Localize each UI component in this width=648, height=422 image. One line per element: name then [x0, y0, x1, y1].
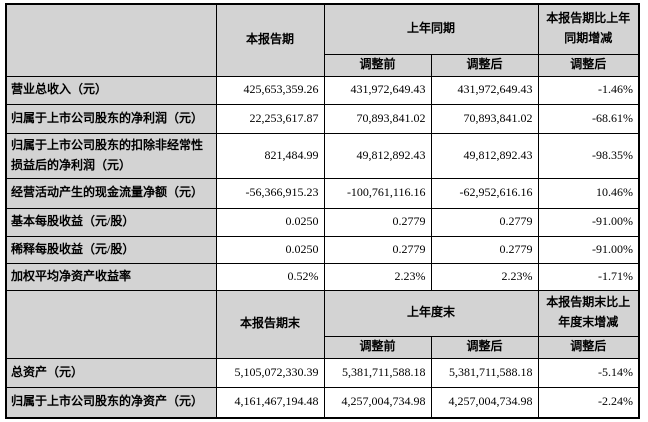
subheader-after-adjust: 调整后 [430, 335, 539, 359]
value-current: 821,484.99 [215, 132, 325, 179]
value-current: 425,653,359.26 [215, 75, 325, 105]
value-change: -1.46% [537, 75, 640, 105]
subheader-change-after-adjust: 调整后 [537, 335, 640, 359]
value-current: 5,105,072,330.39 [215, 357, 325, 388]
value-current: 0.52% [215, 262, 325, 291]
value-before-adjust: 0.2779 [323, 207, 432, 237]
value-before-adjust: 5,381,711,588.18 [323, 357, 432, 388]
header-yearend-change-group: 本报告期末比上年度末增减 [537, 289, 640, 337]
value-after-adjust: 0.2779 [430, 235, 539, 264]
value-after-adjust: 431,972,649.43 [430, 75, 539, 105]
value-current: 0.0250 [215, 235, 325, 264]
corner-cell [5, 289, 217, 359]
row-label: 经营活动产生的现金流量净额（元） [5, 177, 217, 209]
corner-cell [5, 3, 217, 77]
row-label: 营业总收入（元） [5, 75, 217, 105]
value-change: -1.71% [537, 262, 640, 291]
value-change: -5.14% [537, 357, 640, 388]
table-row-total-assets: 总资产（元） 5,105,072,330.39 5,381,711,588.18… [5, 357, 640, 388]
table-row-basic-eps: 基本每股收益（元/股） 0.0250 0.2779 0.2779 -91.00% [5, 207, 640, 237]
row-label: 加权平均净资产收益率 [5, 262, 217, 291]
value-change: -98.35% [537, 132, 640, 179]
row-label: 稀释每股收益（元/股） [5, 235, 217, 264]
yearend-header-row-1: 本报告期末 上年度末 本报告期末比上年度末增减 [5, 289, 640, 359]
value-change: 10.46% [537, 177, 640, 209]
table-row-weighted-avg-roe: 加权平均净资产收益率 0.52% 2.23% 2.23% -1.71% [5, 262, 640, 291]
value-current: 0.0250 [215, 207, 325, 237]
header-current-period-end: 本报告期末 [215, 289, 325, 359]
value-before-adjust: 431,972,649.43 [323, 75, 432, 105]
row-label: 总资产（元） [5, 357, 217, 388]
period-header-row-2: 调整前 调整后 调整后 [6, 53, 640, 77]
value-after-adjust: 49,812,892.43 [430, 132, 539, 179]
header-prior-yearend-group: 上年度末 [323, 289, 539, 337]
row-label: 归属于上市公司股东的净资产（元） [5, 386, 217, 419]
header-change-group: 本报告期比上年同期增减 [537, 3, 640, 55]
subheader-after-adjust: 调整后 [430, 53, 539, 77]
table-row-net-assets: 归属于上市公司股东的净资产（元） 4,161,467,194.48 4,257,… [5, 386, 640, 419]
subheader-change-after-adjust: 调整后 [537, 53, 640, 77]
value-change: -91.00% [537, 235, 640, 264]
table-row-net-profit-excl-nonrecurring: 归属于上市公司股东的扣除非经常性损益后的净利润（元） 821,484.99 49… [5, 132, 640, 179]
header-current-period: 本报告期 [215, 3, 325, 77]
value-after-adjust: 5,381,711,588.18 [430, 357, 539, 388]
subheader-before-adjust: 调整前 [323, 335, 432, 359]
yearend-header-row-2: 调整前 调整后 调整后 [6, 335, 640, 359]
table-row-diluted-eps: 稀释每股收益（元/股） 0.0250 0.2779 0.2779 -91.00% [5, 235, 640, 264]
value-after-adjust: -62,952,616.16 [430, 177, 539, 209]
value-after-adjust: 70,893,841.02 [430, 103, 539, 134]
value-change: -91.00% [537, 207, 640, 237]
value-before-adjust: 49,812,892.43 [323, 132, 432, 179]
subheader-before-adjust: 调整前 [323, 53, 432, 77]
value-change: -2.24% [537, 386, 640, 419]
table-row-operating-cash-flow: 经营活动产生的现金流量净额（元） -56,366,915.23 -100,761… [5, 177, 640, 209]
value-before-adjust: 0.2779 [323, 235, 432, 264]
value-before-adjust: 2.23% [323, 262, 432, 291]
row-label: 归属于上市公司股东的净利润（元） [5, 103, 217, 134]
value-before-adjust: 4,257,004,734.98 [323, 386, 432, 419]
row-label: 归属于上市公司股东的扣除非经常性损益后的净利润（元） [5, 132, 217, 179]
period-header-row-1: 本报告期 上年同期 本报告期比上年同期增减 [5, 3, 640, 77]
row-label: 基本每股收益（元/股） [5, 207, 217, 237]
value-before-adjust: 70,893,841.02 [323, 103, 432, 134]
value-change: -68.61% [537, 103, 640, 134]
value-after-adjust: 0.2779 [430, 207, 539, 237]
value-current: -56,366,915.23 [215, 177, 325, 209]
value-current: 4,161,467,194.48 [215, 386, 325, 419]
value-current: 22,253,617.87 [215, 103, 325, 134]
table-row-total-revenue: 营业总收入（元） 425,653,359.26 431,972,649.43 4… [5, 75, 640, 105]
value-after-adjust: 4,257,004,734.98 [430, 386, 539, 419]
table-row-net-profit: 归属于上市公司股东的净利润（元） 22,253,617.87 70,893,84… [5, 103, 640, 134]
value-after-adjust: 2.23% [430, 262, 539, 291]
header-prior-period-group: 上年同期 [323, 3, 539, 55]
value-before-adjust: -100,761,116.16 [323, 177, 432, 209]
financial-summary-table: 本报告期 上年同期 本报告期比上年同期增减 调整前 调整后 调整后 营业总收入（… [5, 3, 641, 419]
